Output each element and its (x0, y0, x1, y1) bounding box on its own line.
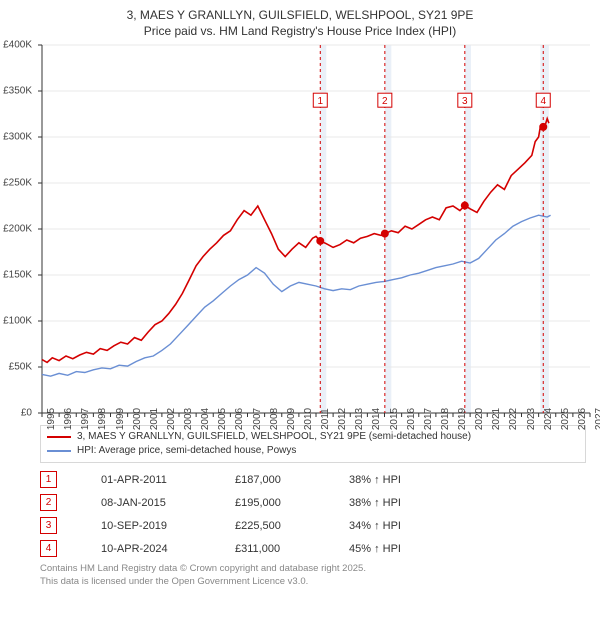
sale-marker-number: 1 (318, 96, 324, 107)
sales-row: 2 08-JAN-2015 £195,000 38% ↑ HPI (40, 494, 586, 511)
sales-row-marker: 2 (40, 494, 57, 511)
sale-marker-number: 2 (382, 96, 388, 107)
title-line-1: 3, MAES Y GRANLLYN, GUILSFIELD, WELSHPOO… (0, 8, 600, 24)
x-axis-label: 2022 (504, 408, 519, 430)
x-axis-label: 1998 (93, 408, 108, 430)
sale-dot (461, 202, 469, 210)
y-axis-label: £100K (3, 316, 36, 327)
sale-marker-number: 4 (540, 96, 546, 107)
y-axis-label: £50K (9, 362, 36, 373)
x-axis-label: 1997 (76, 408, 91, 430)
sales-row-delta: 34% ↑ HPI (349, 520, 439, 532)
legend-item: HPI: Average price, semi-detached house,… (47, 444, 579, 458)
sales-row-delta: 38% ↑ HPI (349, 474, 439, 486)
legend-label: HPI: Average price, semi-detached house,… (77, 444, 296, 458)
x-axis-label: 2012 (333, 408, 348, 430)
x-axis-label: 2011 (316, 408, 331, 430)
legend: 3, MAES Y GRANLLYN, GUILSFIELD, WELSHPOO… (40, 425, 586, 463)
x-axis-label: 2007 (248, 408, 263, 430)
x-axis-label: 2005 (213, 408, 228, 430)
x-axis-label: 2025 (556, 408, 571, 430)
x-axis-label: 2004 (196, 408, 211, 430)
legend-item: 3, MAES Y GRANLLYN, GUILSFIELD, WELSHPOO… (47, 430, 579, 444)
y-axis-label: £200K (3, 224, 36, 235)
title-line-2: Price paid vs. HM Land Registry's House … (0, 24, 600, 40)
x-axis-label: 1999 (111, 408, 126, 430)
x-axis-label: 1995 (42, 408, 57, 430)
legend-swatch (47, 436, 71, 438)
x-axis-label: 2015 (385, 408, 400, 430)
sales-row-date: 01-APR-2011 (101, 474, 191, 486)
x-axis-label: 2024 (539, 408, 554, 430)
sale-dot (539, 123, 547, 131)
sales-row: 4 10-APR-2024 £311,000 45% ↑ HPI (40, 540, 586, 557)
x-axis-label: 2026 (573, 408, 588, 430)
x-axis-label: 2008 (265, 408, 280, 430)
legend-label: 3, MAES Y GRANLLYN, GUILSFIELD, WELSHPOO… (77, 430, 471, 444)
x-axis-label: 2017 (419, 408, 434, 430)
x-axis-label: 2013 (350, 408, 365, 430)
x-axis-label: 2002 (162, 408, 177, 430)
x-axis-label: 2010 (299, 408, 314, 430)
chart-title: 3, MAES Y GRANLLYN, GUILSFIELD, WELSHPOO… (0, 0, 600, 39)
footer-line-2: This data is licensed under the Open Gov… (40, 576, 586, 588)
y-axis-label: £150K (3, 270, 36, 281)
legend-swatch (47, 450, 71, 452)
x-axis-label: 1996 (59, 408, 74, 430)
sales-row-price: £225,500 (235, 520, 305, 532)
sales-row: 1 01-APR-2011 £187,000 38% ↑ HPI (40, 471, 586, 488)
sales-row-date: 10-SEP-2019 (101, 520, 191, 532)
sales-row-date: 08-JAN-2015 (101, 497, 191, 509)
sales-row-price: £311,000 (235, 543, 305, 555)
attribution-footer: Contains HM Land Registry data © Crown c… (40, 563, 586, 588)
x-axis-label: 2018 (436, 408, 451, 430)
sales-row-marker: 1 (40, 471, 57, 488)
y-axis-label: £350K (3, 86, 36, 97)
sales-row-price: £195,000 (235, 497, 305, 509)
chart-area: 1234 £0£50K£100K£150K£200K£250K£300K£350… (36, 39, 596, 419)
y-axis-label: £0 (21, 408, 36, 419)
sales-row: 3 10-SEP-2019 £225,500 34% ↑ HPI (40, 517, 586, 534)
sale-marker-number: 3 (462, 96, 468, 107)
sale-dot (316, 237, 324, 245)
x-axis-label: 2021 (487, 408, 502, 430)
x-axis-label: 2014 (367, 408, 382, 430)
sales-row-date: 10-APR-2024 (101, 543, 191, 555)
chart-svg: 1 2 3 4 (36, 39, 596, 419)
x-axis-label: 2009 (282, 408, 297, 430)
x-axis-label: 2020 (470, 408, 485, 430)
footer-line-1: Contains HM Land Registry data © Crown c… (40, 563, 586, 575)
x-axis-label: 2019 (453, 408, 468, 430)
x-axis-label: 2003 (179, 408, 194, 430)
x-axis-label: 2000 (128, 408, 143, 430)
y-axis-label: £400K (3, 40, 36, 51)
sales-row-delta: 38% ↑ HPI (349, 497, 439, 509)
sales-row-price: £187,000 (235, 474, 305, 486)
x-axis-label: 2027 (590, 408, 600, 430)
sale-dot (381, 230, 389, 238)
x-axis-label: 2001 (145, 408, 160, 430)
x-axis-label: 2023 (522, 408, 537, 430)
x-axis-label: 2006 (230, 408, 245, 430)
y-axis-label: £300K (3, 132, 36, 143)
sales-row-marker: 4 (40, 540, 57, 557)
sales-row-delta: 45% ↑ HPI (349, 543, 439, 555)
sales-row-marker: 3 (40, 517, 57, 534)
sales-table: 1 01-APR-2011 £187,000 38% ↑ HPI 2 08-JAN-201… (40, 471, 586, 557)
y-axis-label: £250K (3, 178, 36, 189)
x-axis-label: 2016 (402, 408, 417, 430)
